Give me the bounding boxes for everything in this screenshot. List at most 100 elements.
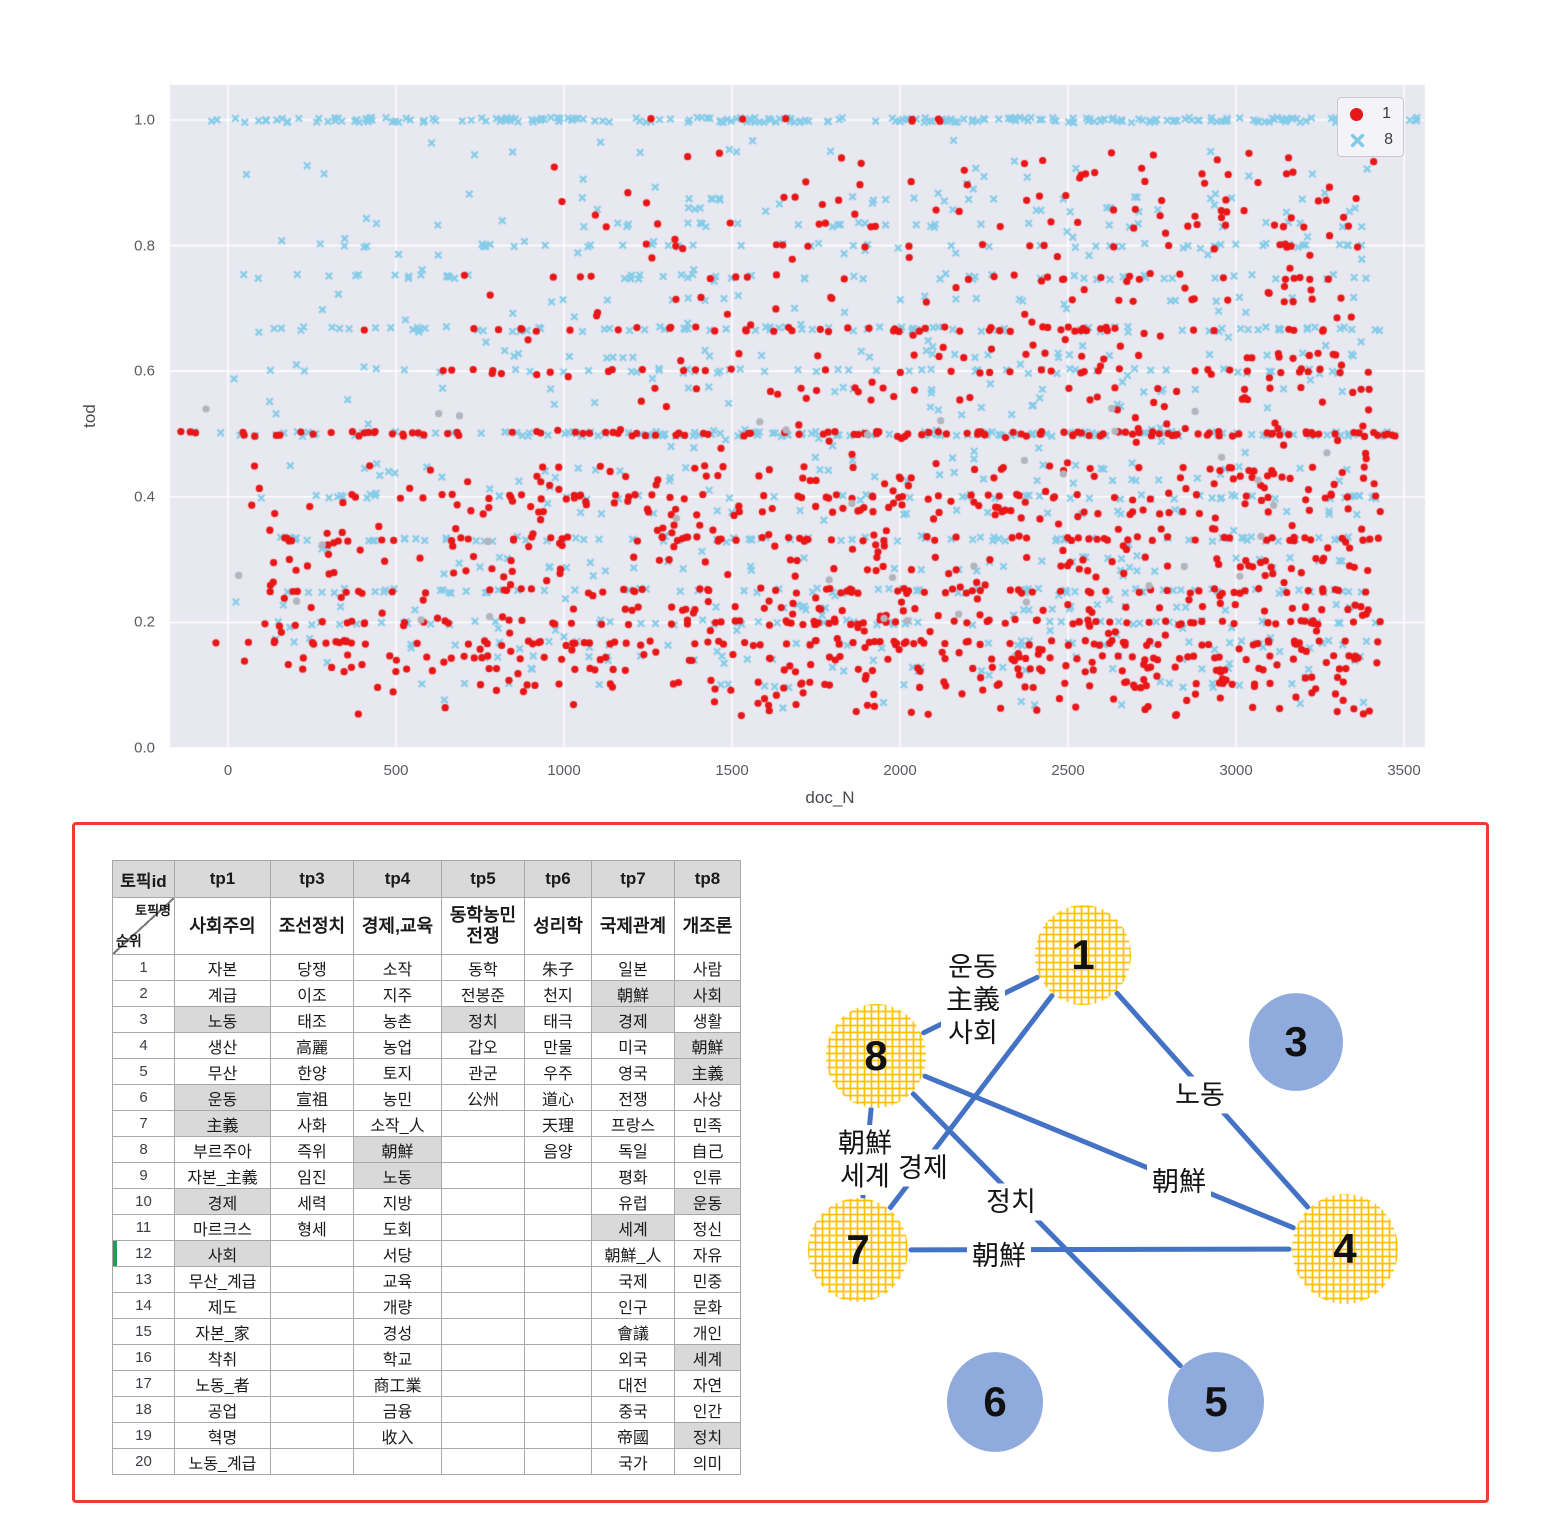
edge-label-bg bbox=[967, 1237, 1031, 1275]
topic-cell: 일본 bbox=[591, 954, 675, 981]
topic-cell: 노동 bbox=[353, 1162, 442, 1189]
topic-cell: 主義 bbox=[174, 1110, 271, 1137]
topic-cell: 마르크스 bbox=[174, 1214, 271, 1241]
topic-cell: 商工業 bbox=[353, 1370, 442, 1397]
topic-cell bbox=[524, 1370, 592, 1397]
rank-cell: 4 bbox=[112, 1032, 175, 1059]
table-row: 4 생산 高麗 농업 갑오 만물 미국 朝鮮 bbox=[112, 1032, 741, 1059]
topic-id-header: 토픽id bbox=[112, 860, 175, 898]
network-node-1: 1 bbox=[1035, 905, 1131, 1005]
topic-cell: 인류 bbox=[674, 1162, 741, 1189]
topic-cell: 사회 bbox=[674, 980, 741, 1007]
topic-column-header: tp5 bbox=[441, 860, 525, 898]
topic-cell: 경성 bbox=[353, 1318, 442, 1345]
x-tick-label: 1500 bbox=[715, 762, 749, 779]
topic-cell: 국가 bbox=[591, 1448, 675, 1475]
topic-cell bbox=[524, 1292, 592, 1319]
topic-cell bbox=[441, 1448, 525, 1475]
topic-cell bbox=[441, 1266, 525, 1293]
topic-cell bbox=[441, 1188, 525, 1215]
topic-cell: 사람 bbox=[674, 954, 741, 981]
topic-cell: 농민 bbox=[353, 1084, 442, 1111]
node-label: 7 bbox=[846, 1226, 869, 1273]
topic-cell: 자본 bbox=[174, 954, 271, 981]
rank-cell: 2 bbox=[112, 980, 175, 1007]
node-label: 6 bbox=[983, 1378, 1006, 1425]
topic-cell: 운동 bbox=[674, 1188, 741, 1215]
topic-cell: 대전 bbox=[591, 1370, 675, 1397]
x-tick-label: 2000 bbox=[883, 762, 917, 779]
topic-cell: 태조 bbox=[270, 1006, 354, 1033]
topic-cell: 민족 bbox=[674, 1110, 741, 1137]
topic-column-header: tp7 bbox=[591, 860, 675, 898]
edge-label-bg bbox=[1168, 1076, 1232, 1114]
table-row: 6 운동 宣祖 농민 公州 道心 전쟁 사상 bbox=[112, 1084, 741, 1111]
node-label: 1 bbox=[1071, 931, 1094, 978]
node-label: 4 bbox=[1333, 1225, 1357, 1272]
topic-name-header: 경제,교육 bbox=[353, 897, 442, 955]
topic-column-header: tp8 bbox=[674, 860, 741, 898]
topic-cell: 착취 bbox=[174, 1344, 271, 1371]
topic-cell: 자연 bbox=[674, 1370, 741, 1397]
topic-cell: 형세 bbox=[270, 1214, 354, 1241]
table-row: 10 경제 세력 지방 유럽 운동 bbox=[112, 1188, 741, 1215]
topic-cell bbox=[524, 1214, 592, 1241]
topic-cell: 전봉준 bbox=[441, 980, 525, 1007]
topic-cell bbox=[524, 1266, 592, 1293]
topic-cell: 관군 bbox=[441, 1058, 525, 1085]
table-row: 3 노동 태조 농촌 정치 태극 경제 생활 bbox=[112, 1006, 741, 1033]
edge-label: 朝鮮 세계 bbox=[838, 1129, 892, 1192]
topic-cell: 당쟁 bbox=[270, 954, 354, 981]
rank-cell: 5 bbox=[112, 1058, 175, 1085]
legend-item-1: 1 bbox=[1350, 103, 1393, 125]
rank-cell: 1 bbox=[112, 954, 175, 981]
topic-cell: 朝鮮 bbox=[591, 980, 675, 1007]
rank-cell: 13 bbox=[112, 1266, 175, 1293]
edge-label: 운동 主義 사회 bbox=[946, 952, 1000, 1048]
topic-cell: 운동 bbox=[174, 1084, 271, 1111]
corner-topic-name-label: 토픽명 bbox=[135, 903, 171, 918]
legend-label: 8 bbox=[1384, 131, 1393, 148]
table-row: 20 노동_계급 국가 의미 bbox=[112, 1448, 741, 1475]
topic-cell: 公州 bbox=[441, 1084, 525, 1111]
topic-column-header: tp3 bbox=[270, 860, 354, 898]
topic-column-header: tp1 bbox=[174, 860, 271, 898]
network-node-6: 6 bbox=[947, 1352, 1043, 1452]
topic-name-header: 개조론 bbox=[674, 897, 741, 955]
topic-cell: 경제 bbox=[174, 1188, 271, 1215]
topic-cell: 토지 bbox=[353, 1058, 442, 1085]
network-node-3: 3 bbox=[1249, 993, 1343, 1091]
topic-cell: 태극 bbox=[524, 1006, 592, 1033]
edge-label-bg bbox=[833, 1125, 897, 1195]
topic-cell bbox=[524, 1344, 592, 1371]
rank-cell: 17 bbox=[112, 1370, 175, 1397]
table-row: 2 계급 이조 지주 전봉준 천지 朝鮮 사회 bbox=[112, 980, 741, 1007]
topic-table: 토픽id tp1 tp3 tp4 tp5 tp6 tp7 tp8 토픽명 순위 사회주의 조선정치 경제… bbox=[112, 860, 741, 1475]
corner-rank-label: 순위 bbox=[116, 932, 142, 949]
y-tick-label: 0.2 bbox=[134, 613, 155, 631]
topic-cell: 생산 bbox=[174, 1032, 271, 1059]
topic-cell: 농촌 bbox=[353, 1006, 442, 1033]
network-node-5: 5 bbox=[1168, 1352, 1264, 1452]
chart-legend: 1 8 bbox=[1337, 97, 1404, 157]
legend-marker-x-icon bbox=[1350, 133, 1365, 147]
rank-cell: 14 bbox=[112, 1292, 175, 1319]
edge-label: 경제 bbox=[898, 1153, 948, 1183]
y-tick-label: 0.8 bbox=[134, 237, 155, 255]
x-tick-label: 500 bbox=[383, 762, 409, 779]
topic-cell: 평화 bbox=[591, 1162, 675, 1189]
topic-cell bbox=[270, 1422, 354, 1449]
edge-label-bg bbox=[941, 948, 1005, 1052]
x-tick-label: 2500 bbox=[1051, 762, 1085, 779]
topic-cell: 음양 bbox=[524, 1136, 592, 1163]
edge-label-bg bbox=[891, 1149, 955, 1187]
rank-cell: 20 bbox=[112, 1448, 175, 1475]
scatter-figure: 1.0 0.8 0.6 0.4 0.2 0.0 0 500 1000 1500 2000 2500 3… bbox=[0, 0, 1560, 820]
topic-cell: 세계 bbox=[591, 1214, 675, 1241]
topic-cell: 소작_人 bbox=[353, 1110, 442, 1137]
topic-cell bbox=[270, 1448, 354, 1475]
topic-cell: 소작 bbox=[353, 954, 442, 981]
y-tick-label: 0.4 bbox=[134, 488, 155, 506]
